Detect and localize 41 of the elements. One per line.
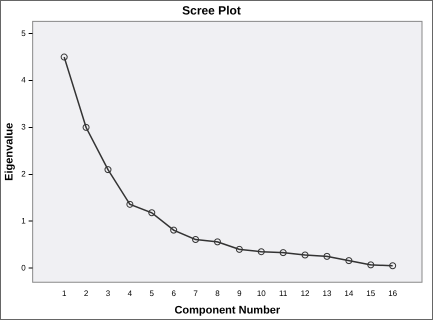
x-tick-label: 16 [388,289,398,298]
x-tick-label: 12 [300,289,310,298]
chart-title: Scree Plot [182,4,241,18]
x-axis-title: Component Number [174,304,281,316]
x-tick-label: 6 [171,289,176,298]
y-tick-label: 2 [21,170,26,179]
y-axis-title: Eigenvalue [4,122,16,181]
point [170,226,178,234]
x-tick-label: 14 [344,289,354,298]
x-tick-label: 11 [279,289,288,298]
point [82,124,90,131]
x-tick-label: 2 [84,289,89,298]
x-tick-label: 9 [237,289,242,298]
x-tick-label: 15 [366,289,376,298]
x-tick-label: 4 [128,289,133,298]
y-tick-label: 5 [21,28,26,38]
x-tick-label: 3 [106,289,111,298]
point [258,248,265,256]
point [104,166,112,174]
point [60,54,68,61]
point [389,262,396,270]
point [192,236,200,244]
x-tick-label: 8 [215,289,220,298]
y-tick-label: 3 [21,122,26,132]
y-tick-label: 4 [21,76,26,85]
point [236,246,243,253]
x-tick-label: 5 [150,289,155,298]
x-tick-label: 1 [62,289,67,298]
point [367,261,374,268]
x-tick-label: 7 [193,289,198,298]
point [148,209,156,216]
point [302,251,309,258]
point [214,238,221,246]
x-tick-label: 10 [256,289,266,298]
point [126,200,134,208]
x-tick-label: 13 [322,289,332,298]
point [280,249,287,256]
point [323,252,330,260]
point [345,257,352,264]
y-tick-label: 1 [21,216,26,226]
y-tick-label: 0 [21,263,26,272]
